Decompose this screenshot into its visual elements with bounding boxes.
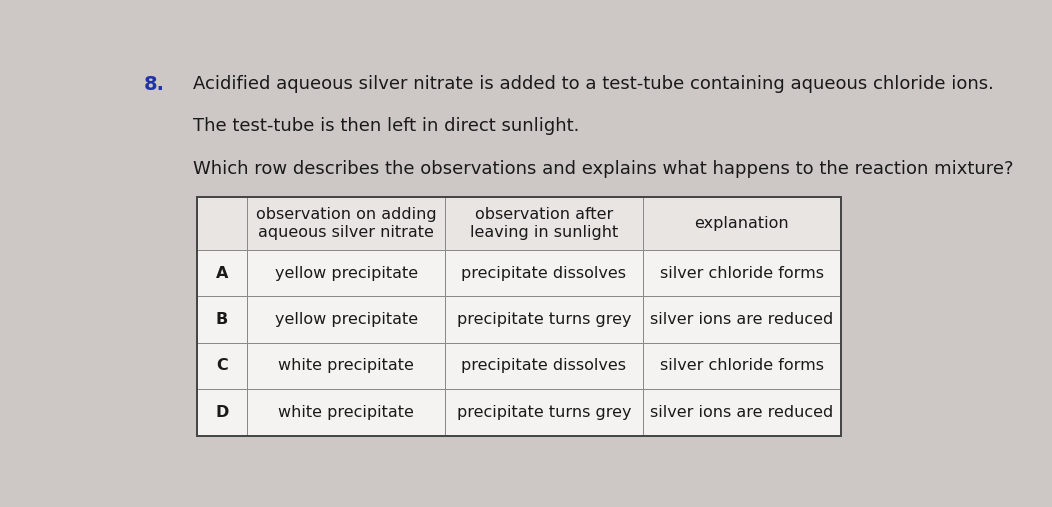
Text: yellow precipitate: yellow precipitate	[275, 312, 418, 327]
Bar	[445, 250, 643, 296]
Text: silver ions are reduced: silver ions are reduced	[650, 405, 833, 420]
Text: silver chloride forms: silver chloride forms	[660, 266, 824, 280]
Bar	[445, 197, 643, 250]
Text: 8.: 8.	[144, 75, 165, 93]
Text: silver ions are reduced: silver ions are reduced	[650, 312, 833, 327]
Bar	[643, 250, 841, 296]
Bar	[197, 389, 247, 436]
Bar	[197, 250, 247, 296]
Bar	[643, 296, 841, 343]
Bar	[197, 197, 247, 250]
Text: A: A	[216, 266, 228, 280]
Text: precipitate dissolves: precipitate dissolves	[462, 358, 627, 374]
Bar	[197, 296, 247, 343]
Text: C: C	[216, 358, 228, 374]
Bar	[643, 343, 841, 389]
Bar	[247, 250, 445, 296]
Text: observation after
leaving in sunlight: observation after leaving in sunlight	[470, 207, 619, 240]
Bar	[445, 296, 643, 343]
Bar	[643, 197, 841, 250]
Bar	[247, 343, 445, 389]
Bar	[643, 389, 841, 436]
Bar	[247, 197, 445, 250]
Text: precipitate dissolves: precipitate dissolves	[462, 266, 627, 280]
Text: precipitate turns grey: precipitate turns grey	[457, 405, 631, 420]
Text: The test-tube is then left in direct sunlight.: The test-tube is then left in direct sun…	[193, 118, 579, 135]
Text: Acidified aqueous silver nitrate is added to a test-tube containing aqueous chlo: Acidified aqueous silver nitrate is adde…	[193, 75, 993, 92]
Text: silver chloride forms: silver chloride forms	[660, 358, 824, 374]
Text: B: B	[216, 312, 228, 327]
Bar	[247, 296, 445, 343]
Text: explanation: explanation	[694, 216, 789, 231]
Bar	[445, 389, 643, 436]
Text: white precipitate: white precipitate	[278, 405, 414, 420]
Text: Which row describes the observations and explains what happens to the reaction m: Which row describes the observations and…	[193, 160, 1013, 178]
Bar	[197, 197, 841, 436]
Text: observation on adding
aqueous silver nitrate: observation on adding aqueous silver nit…	[256, 207, 437, 240]
Bar	[197, 343, 247, 389]
Text: white precipitate: white precipitate	[278, 358, 414, 374]
Text: D: D	[216, 405, 228, 420]
Bar	[247, 389, 445, 436]
Bar	[445, 343, 643, 389]
Text: precipitate turns grey: precipitate turns grey	[457, 312, 631, 327]
Text: yellow precipitate: yellow precipitate	[275, 266, 418, 280]
